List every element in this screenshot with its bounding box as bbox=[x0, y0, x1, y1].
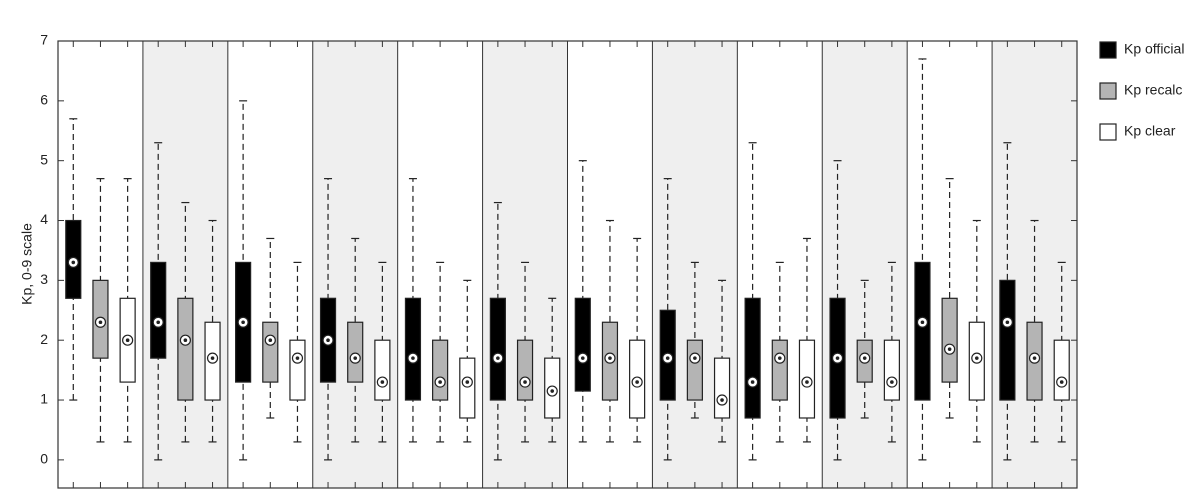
median-dot bbox=[1032, 356, 1037, 360]
median-dot bbox=[496, 356, 500, 360]
median-dot bbox=[635, 380, 639, 384]
box bbox=[289, 339, 306, 401]
box bbox=[686, 339, 703, 401]
median-dot bbox=[411, 356, 415, 360]
box bbox=[516, 339, 534, 401]
median-dot bbox=[835, 356, 840, 360]
median-dot bbox=[777, 356, 782, 360]
median-dot bbox=[156, 320, 161, 325]
median-dot bbox=[295, 356, 300, 360]
median-dot bbox=[550, 389, 555, 393]
box bbox=[574, 297, 591, 392]
legend-label: Kp recalc bbox=[1124, 82, 1182, 98]
median-dot bbox=[241, 320, 245, 325]
plot-frame bbox=[57, 40, 1078, 489]
box bbox=[374, 339, 391, 401]
median-dot bbox=[71, 260, 76, 265]
box bbox=[404, 297, 422, 401]
median-dot bbox=[125, 338, 130, 342]
median-dot bbox=[750, 380, 755, 384]
median-dot bbox=[693, 356, 697, 360]
legend-label: Kp clear bbox=[1124, 123, 1176, 139]
box bbox=[771, 339, 788, 401]
legend-swatch bbox=[1099, 123, 1117, 141]
legend-swatch bbox=[1099, 82, 1117, 100]
box bbox=[883, 339, 900, 401]
median-dot bbox=[608, 356, 612, 360]
median-dot bbox=[1005, 320, 1010, 325]
y-tick-label: 0 bbox=[40, 451, 48, 467]
median-dot bbox=[210, 356, 215, 360]
median-dot bbox=[98, 320, 103, 325]
median-dot bbox=[862, 356, 867, 360]
median-dot bbox=[665, 356, 670, 360]
y-tick-label: 6 bbox=[40, 92, 48, 108]
box bbox=[999, 279, 1016, 401]
box bbox=[432, 339, 449, 401]
median-dot bbox=[947, 347, 952, 351]
y-tick-label: 2 bbox=[40, 331, 48, 347]
box bbox=[744, 297, 761, 419]
legend-label: Kp official bbox=[1124, 41, 1184, 57]
box bbox=[914, 261, 931, 401]
box bbox=[459, 357, 476, 419]
box bbox=[262, 321, 279, 383]
median-dot bbox=[580, 356, 585, 360]
box bbox=[489, 297, 506, 401]
median-dot bbox=[805, 380, 809, 384]
band-shade bbox=[312, 41, 398, 488]
band-shade bbox=[822, 41, 908, 488]
median-dot bbox=[465, 380, 470, 384]
median-dot bbox=[720, 398, 724, 402]
median-dot bbox=[890, 380, 894, 384]
median-dot bbox=[326, 338, 330, 342]
box bbox=[713, 357, 731, 419]
box bbox=[941, 297, 958, 383]
y-tick-label: 5 bbox=[40, 151, 48, 167]
median-dot bbox=[438, 380, 442, 384]
median-dot bbox=[974, 356, 979, 360]
box bbox=[1053, 339, 1070, 401]
y-tick-label: 3 bbox=[40, 271, 48, 287]
median-dot bbox=[353, 356, 358, 360]
legend-swatch bbox=[1099, 41, 1117, 59]
box bbox=[177, 297, 194, 401]
median-dot bbox=[268, 338, 273, 342]
box bbox=[347, 321, 364, 383]
median-dot bbox=[380, 380, 385, 384]
y-tick-label: 7 bbox=[40, 32, 48, 48]
y-axis-label: Kp, 0-9 scale bbox=[19, 223, 35, 305]
median-dot bbox=[1059, 380, 1064, 384]
median-dot bbox=[523, 380, 527, 384]
median-dot bbox=[920, 320, 925, 325]
y-tick-label: 4 bbox=[40, 211, 48, 227]
box bbox=[150, 261, 167, 359]
band-shade bbox=[992, 41, 1077, 488]
median-dot bbox=[183, 338, 188, 342]
y-tick-label: 1 bbox=[40, 391, 48, 407]
